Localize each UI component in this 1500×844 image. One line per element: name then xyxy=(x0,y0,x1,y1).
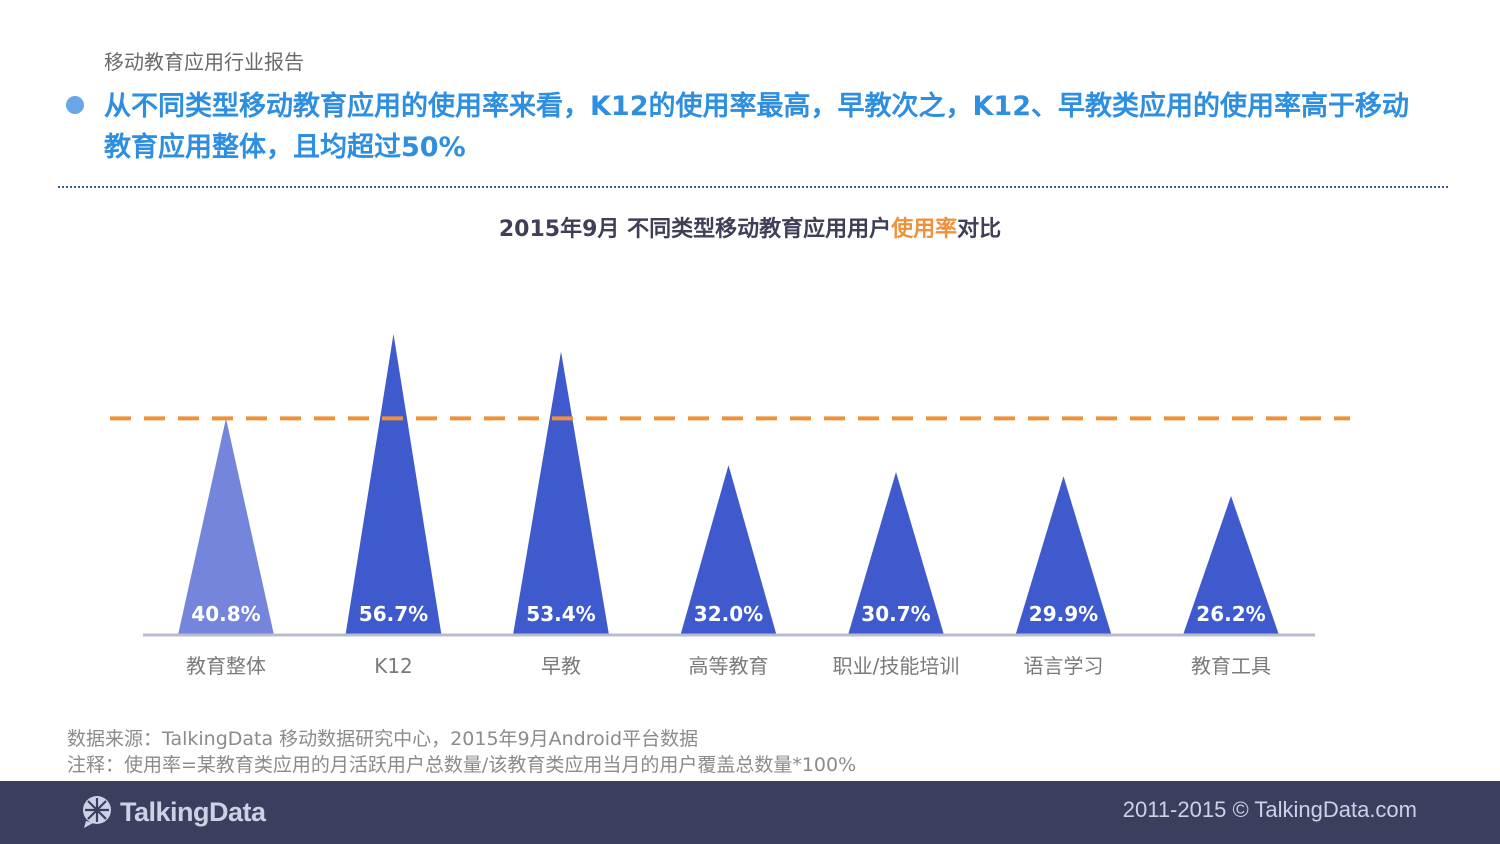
value-label: 32.0% xyxy=(694,602,763,626)
footer-bar xyxy=(0,781,1500,844)
category-label: 教育整体 xyxy=(186,654,266,678)
chart-title-prefix: 2015年9月 不同类型移动教育应用用户 xyxy=(498,217,892,242)
bar-教育工具 xyxy=(1183,495,1279,635)
report-label: 移动教育应用行业报告 xyxy=(104,50,304,74)
source-notes: 数据来源：TalkingData 移动数据研究中心，2015年9月Android… xyxy=(67,726,856,778)
bar-职业/技能培训 xyxy=(848,472,944,635)
data-source-line: 数据来源：TalkingData 移动数据研究中心，2015年9月Android… xyxy=(67,728,699,750)
note-line: 注释：使用率=某教育类应用的月活跃用户总数量/该教育类应用当月的用户覆盖总数量*… xyxy=(67,754,857,776)
chart-title: 2015年9月 不同类型移动教育应用用户使用率对比 xyxy=(0,211,1500,243)
bar-语言学习 xyxy=(1015,476,1112,635)
usage-rate-chart: 40.8% 教育整体 56.7% K12 53.4% 早教 32.0% 高等教育 30.7% 职业… xyxy=(110,334,1350,678)
talkingdata-logo-icon xyxy=(83,796,111,828)
category-label: 高等教育 xyxy=(689,654,769,678)
category-label: 早教 xyxy=(541,654,581,678)
category-label: 语言学习 xyxy=(1024,654,1104,678)
logo-text: TalkingData xyxy=(120,796,266,827)
bar-早教 xyxy=(513,351,609,635)
category-label: 职业/技能培训 xyxy=(833,654,960,678)
value-label: 40.8% xyxy=(191,602,260,626)
bullet-dot xyxy=(66,96,84,114)
value-label: 29.9% xyxy=(1029,602,1098,626)
brand-logo[interactable]: TalkingData xyxy=(80,794,266,830)
category-label: K12 xyxy=(374,654,413,678)
bar-K12 xyxy=(345,334,442,635)
value-label: 56.7% xyxy=(359,602,428,626)
chart-title-suffix: 对比 xyxy=(957,217,1002,242)
chart-title-highlight: 使用率 xyxy=(891,217,958,242)
dotted-divider xyxy=(58,186,1448,188)
value-label: 26.2% xyxy=(1196,602,1265,626)
bar-教育整体 xyxy=(178,418,274,635)
value-label: 53.4% xyxy=(526,602,595,626)
headline: 从不同类型移动教育应用的使用率来看，K12的使用率最高，早教次之，K12、早教类… xyxy=(104,91,1409,163)
bar-高等教育 xyxy=(680,465,777,635)
value-label: 30.7% xyxy=(861,602,930,626)
copyright: 2011-2015 © TalkingData.com xyxy=(1122,797,1417,822)
category-label: 教育工具 xyxy=(1191,654,1271,678)
